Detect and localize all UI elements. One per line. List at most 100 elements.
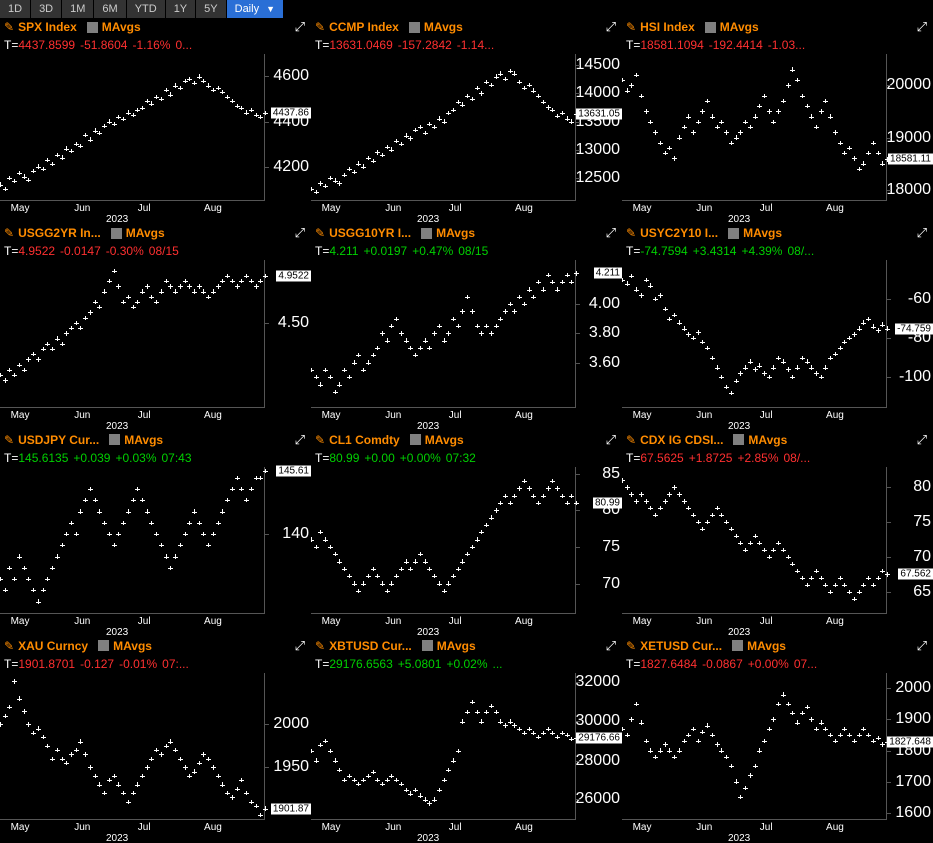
edit-icon[interactable]: ✎ [4, 20, 14, 34]
edit-icon[interactable]: ✎ [4, 639, 14, 653]
mavgs-checkbox[interactable] [410, 434, 421, 445]
chart-area[interactable]: 200019501901.87MayJunJulAug2023 [0, 673, 311, 843]
ticker-name[interactable]: SPX Index [18, 20, 77, 34]
edit-icon[interactable]: ✎ [315, 226, 325, 240]
last-value: -74.7594 [640, 244, 687, 258]
ticker-name[interactable]: USDJPY Cur... [18, 433, 99, 447]
x-tick-label: Aug [515, 822, 533, 833]
expand-icon[interactable]: ⤢ [295, 432, 305, 448]
mavgs-checkbox[interactable] [111, 228, 122, 239]
ticker-name[interactable]: CDX IG CDSI... [640, 433, 723, 447]
edit-icon[interactable]: ✎ [626, 20, 636, 34]
edit-icon[interactable]: ✎ [626, 639, 636, 653]
change-value: -0.0147 [60, 244, 101, 258]
edit-icon[interactable]: ✎ [626, 226, 636, 240]
x-axis: MayJunJulAug2023 [622, 613, 887, 637]
chart-area[interactable]: -60-80-100-74.759MayJunJulAug2023 [622, 260, 933, 430]
last-value: 4.211 [329, 244, 358, 258]
mavgs-checkbox[interactable] [109, 434, 120, 445]
quote-prefix: T= [315, 657, 329, 671]
expand-icon[interactable]: ⤢ [917, 19, 927, 35]
expand-icon[interactable]: ⤢ [606, 225, 616, 241]
mavgs-checkbox[interactable] [705, 22, 716, 33]
frequency-dropdown[interactable]: Daily ▼ [227, 0, 284, 18]
expand-icon[interactable]: ⤢ [917, 432, 927, 448]
edit-icon[interactable]: ✎ [4, 226, 14, 240]
edit-icon[interactable]: ✎ [315, 433, 325, 447]
expand-icon[interactable]: ⤢ [295, 225, 305, 241]
plot-area [0, 260, 265, 406]
plot-area [622, 467, 887, 613]
ticker-name[interactable]: XETUSD Cur... [640, 639, 722, 653]
ticker-name[interactable]: USGG10YR I... [329, 226, 411, 240]
ticker-name[interactable]: XAU Curncy [18, 639, 88, 653]
chart-area[interactable]: 20000190001800018581.11MayJunJulAug2023 [622, 54, 933, 224]
x-tick-label: Jun [385, 822, 401, 833]
mavgs-checkbox[interactable] [98, 640, 109, 651]
ticker-name[interactable]: USYC2Y10 I... [640, 226, 718, 240]
edit-icon[interactable]: ✎ [315, 20, 325, 34]
chart-panel: ✎XETUSD Cur...MAvgs⤢T=1827.6484-0.0867+0… [622, 637, 933, 843]
y-tick-label: 75 [602, 538, 620, 556]
edit-icon[interactable]: ✎ [626, 433, 636, 447]
panel-quote-row: T=18581.1094-192.4414-1.03... [622, 36, 933, 54]
plot-area [622, 54, 887, 200]
expand-icon[interactable]: ⤢ [917, 638, 927, 654]
chart-area[interactable]: 4.003.803.604.211MayJunJulAug2023 [311, 260, 622, 430]
x-tick-label: Jul [449, 203, 462, 214]
y-tick-mark [265, 122, 269, 123]
ticker-name[interactable]: HSI Index [640, 20, 695, 34]
plot-area [0, 673, 265, 819]
chart-area[interactable]: 145001400013500130001250013631.05MayJunJ… [311, 54, 622, 224]
chart-area[interactable]: 200019001800170016001827.648MayJunJulAug… [622, 673, 933, 843]
x-axis: MayJunJulAug2023 [311, 613, 576, 637]
last-value: 13631.0469 [329, 38, 392, 52]
y-tick-mark [576, 761, 580, 762]
range-ytd[interactable]: YTD [127, 0, 166, 18]
chart-area[interactable]: 4600440042004437.86MayJunJulAug2023 [0, 54, 311, 224]
mavgs-checkbox[interactable] [732, 640, 743, 651]
ticker-name[interactable]: USGG2YR In... [18, 226, 101, 240]
expand-icon[interactable]: ⤢ [606, 432, 616, 448]
y-tick-mark [576, 682, 580, 683]
chart-area[interactable]: 140145.61MayJunJulAug2023 [0, 467, 311, 637]
mavgs-checkbox[interactable] [733, 434, 744, 445]
ticker-name[interactable]: CL1 Comdty [329, 433, 400, 447]
mavgs-checkbox[interactable] [87, 22, 98, 33]
range-5y[interactable]: 5Y [196, 0, 226, 18]
quote-time: 0... [175, 38, 192, 52]
y-tick-mark [887, 751, 891, 752]
chart-area[interactable]: 8075706567.562MayJunJulAug2023 [622, 467, 933, 637]
y-tick-mark [265, 323, 269, 324]
mavgs-checkbox[interactable] [422, 640, 433, 651]
expand-icon[interactable]: ⤢ [917, 225, 927, 241]
range-1y[interactable]: 1Y [166, 0, 196, 18]
ticker-name[interactable]: CCMP Index [329, 20, 399, 34]
y-tick-mark [576, 510, 580, 511]
chart-area[interactable]: 3200030000280002600029176.66MayJunJulAug… [311, 673, 622, 843]
mavgs-label: MAvgs [102, 20, 141, 34]
price-flag: -74.759 [895, 323, 933, 334]
quote-time: 07:... [162, 657, 189, 671]
range-3d[interactable]: 3D [31, 0, 62, 18]
chart-area[interactable]: 8580757080.99MayJunJulAug2023 [311, 467, 622, 637]
range-1m[interactable]: 1M [62, 0, 94, 18]
expand-icon[interactable]: ⤢ [295, 638, 305, 654]
mavgs-checkbox[interactable] [728, 228, 739, 239]
panel-quote-row: T=145.6135+0.039+0.03%07:43 [0, 449, 311, 467]
mavgs-checkbox[interactable] [421, 228, 432, 239]
expand-icon[interactable]: ⤢ [295, 19, 305, 35]
mavgs-checkbox[interactable] [409, 22, 420, 33]
expand-icon[interactable]: ⤢ [606, 638, 616, 654]
expand-icon[interactable]: ⤢ [606, 19, 616, 35]
chart-area[interactable]: 4.504.9522MayJunJulAug2023 [0, 260, 311, 430]
y-tick-mark [887, 813, 891, 814]
x-year-label: 2023 [106, 627, 128, 637]
quote-prefix: T= [626, 244, 640, 258]
range-6m[interactable]: 6M [94, 0, 126, 18]
quote-time: 08/15 [458, 244, 488, 258]
edit-icon[interactable]: ✎ [315, 639, 325, 653]
ticker-name[interactable]: XBTUSD Cur... [329, 639, 412, 653]
range-1d[interactable]: 1D [0, 0, 31, 18]
edit-icon[interactable]: ✎ [4, 433, 14, 447]
